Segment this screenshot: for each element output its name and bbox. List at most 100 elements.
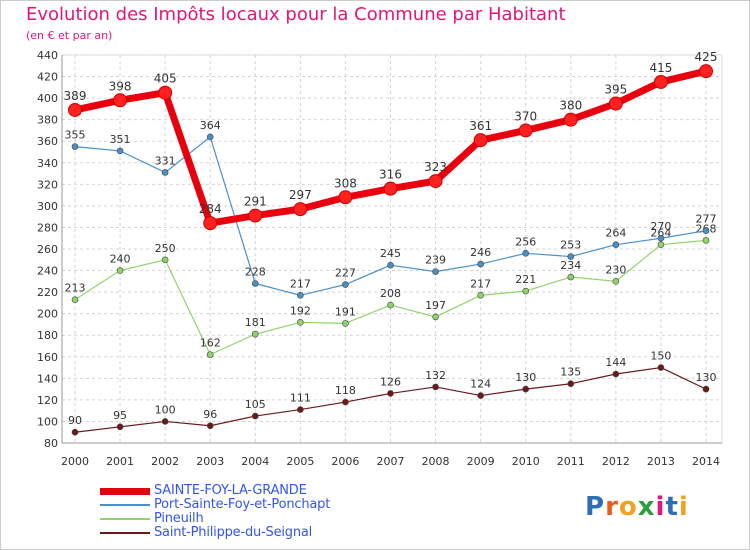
data-label: 240 bbox=[110, 253, 131, 266]
data-label: 253 bbox=[560, 239, 581, 252]
data-point bbox=[71, 143, 79, 150]
data-point bbox=[297, 292, 304, 299]
legend-item: Port-Sainte-Foy-et-Ponchapt bbox=[100, 498, 330, 512]
logo-letter: o bbox=[618, 492, 638, 522]
line-chart: 80 100 120 140 160 180 200 220 240 260 280 300 320 34… bbox=[37, 49, 723, 468]
legend-swatch bbox=[100, 487, 150, 495]
y-tick-label: 220 bbox=[37, 286, 58, 299]
data-label: 234 bbox=[560, 259, 581, 272]
data-point bbox=[342, 320, 349, 327]
data-label: 135 bbox=[560, 366, 581, 379]
data-point bbox=[522, 287, 530, 295]
data-label: 370 bbox=[514, 109, 537, 123]
data-label: 398 bbox=[109, 79, 132, 93]
y-tick-label: 340 bbox=[37, 157, 58, 170]
logo-letter: t bbox=[665, 492, 679, 522]
data-point bbox=[116, 423, 124, 431]
data-label: 118 bbox=[335, 384, 356, 397]
data-label: 270 bbox=[650, 220, 671, 233]
data-label: 227 bbox=[335, 267, 356, 280]
data-label: 96 bbox=[203, 408, 217, 421]
data-point bbox=[71, 296, 79, 303]
logo-letter: x bbox=[637, 492, 656, 522]
data-point bbox=[567, 253, 575, 260]
legend-label: Port-Sainte-Foy-et-Ponchapt bbox=[154, 497, 331, 512]
data-label: 221 bbox=[515, 273, 536, 286]
data-point bbox=[297, 406, 304, 413]
data-point bbox=[702, 237, 710, 244]
data-label: 395 bbox=[604, 83, 627, 97]
data-point bbox=[477, 260, 484, 268]
data-point bbox=[342, 398, 349, 406]
data-label: 389 bbox=[64, 89, 87, 103]
data-label: 132 bbox=[425, 369, 446, 382]
data-label: 250 bbox=[155, 242, 176, 255]
data-point bbox=[251, 412, 259, 420]
y-tick-label: 320 bbox=[37, 178, 58, 191]
x-tick-label: 2006 bbox=[331, 455, 359, 468]
chart-subtitle: (en € et par an) bbox=[26, 29, 113, 42]
data-point bbox=[383, 181, 398, 196]
y-tick-label: 380 bbox=[37, 114, 58, 127]
data-label: 95 bbox=[113, 409, 127, 422]
data-point bbox=[608, 96, 623, 111]
data-label: 308 bbox=[334, 176, 357, 190]
x-tick-label: 2009 bbox=[467, 455, 495, 468]
data-label: 192 bbox=[290, 304, 311, 317]
x-tick-label: 2004 bbox=[241, 455, 269, 468]
x-tick-label: 2001 bbox=[106, 455, 134, 468]
data-point bbox=[657, 241, 665, 248]
data-point bbox=[206, 422, 214, 430]
data-label: 213 bbox=[65, 282, 86, 295]
data-label: 361 bbox=[469, 119, 492, 133]
data-point bbox=[518, 123, 533, 138]
data-point bbox=[612, 241, 620, 248]
data-label: 230 bbox=[605, 263, 626, 276]
chart-legend: SAINTE-FOY-LA-GRANDE Port-Sainte-Foy-et-P… bbox=[100, 484, 330, 540]
x-tick-label: 2014 bbox=[692, 455, 720, 468]
x-tick-label: 2011 bbox=[557, 455, 585, 468]
data-label: 425 bbox=[695, 50, 718, 64]
data-point bbox=[161, 418, 169, 425]
x-tick-label: 2008 bbox=[422, 455, 450, 468]
proxiti-logo: Proxiti bbox=[585, 492, 689, 522]
data-point bbox=[428, 174, 443, 189]
legend-swatch bbox=[100, 532, 150, 534]
data-point bbox=[387, 261, 394, 269]
logo-letter: i bbox=[678, 492, 689, 522]
data-point bbox=[477, 392, 484, 399]
data-label: 181 bbox=[245, 316, 266, 329]
data-label: 197 bbox=[425, 299, 446, 312]
x-tick-label: 2000 bbox=[61, 455, 89, 468]
data-label: 331 bbox=[155, 154, 176, 167]
data-label: 208 bbox=[380, 287, 401, 300]
legend-item: SAINTE-FOY-LA-GRANDE bbox=[100, 484, 330, 498]
y-tick-label: 300 bbox=[37, 200, 58, 213]
logo-letter: r bbox=[605, 492, 619, 522]
data-point bbox=[161, 256, 169, 264]
data-point bbox=[251, 330, 259, 338]
data-label: 291 bbox=[244, 195, 267, 209]
data-point bbox=[203, 216, 218, 231]
data-point bbox=[612, 370, 620, 378]
data-label: 364 bbox=[200, 119, 221, 132]
data-point bbox=[699, 64, 713, 79]
data-point bbox=[657, 234, 665, 242]
data-point bbox=[522, 250, 530, 257]
data-label: 316 bbox=[379, 168, 402, 182]
data-label: 90 bbox=[68, 414, 82, 427]
data-label: 415 bbox=[649, 61, 672, 75]
data-point bbox=[161, 169, 169, 176]
x-tick-label: 2012 bbox=[602, 455, 630, 468]
data-label: 150 bbox=[650, 350, 671, 363]
data-point bbox=[567, 273, 575, 281]
data-point bbox=[567, 380, 575, 388]
data-label: 264 bbox=[650, 227, 671, 240]
logo-letter: i bbox=[655, 492, 666, 522]
legend-label: Pineuilh bbox=[154, 511, 204, 526]
data-label: 144 bbox=[605, 356, 626, 369]
legend-swatch bbox=[100, 504, 150, 506]
data-label: 191 bbox=[335, 305, 356, 318]
y-tick-label: 160 bbox=[37, 351, 58, 364]
data-point bbox=[387, 390, 394, 397]
